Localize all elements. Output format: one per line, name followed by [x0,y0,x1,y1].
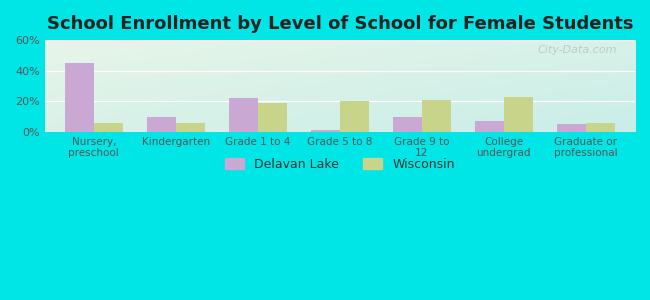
Bar [94,123,122,132]
Bar [176,123,205,132]
Bar [422,100,450,132]
Bar [65,63,94,132]
Bar [393,117,422,132]
Bar [475,121,504,132]
Title: School Enrollment by Level of School for Female Students: School Enrollment by Level of School for… [47,15,633,33]
Bar [311,130,340,132]
Bar [557,124,586,132]
Bar [504,97,532,132]
Bar [340,101,369,132]
Bar [147,117,176,132]
Text: City-Data.com: City-Data.com [538,45,618,55]
Legend: Delavan Lake, Wisconsin: Delavan Lake, Wisconsin [218,152,461,177]
Bar [258,103,287,132]
Bar [229,98,258,132]
Bar [586,123,614,132]
